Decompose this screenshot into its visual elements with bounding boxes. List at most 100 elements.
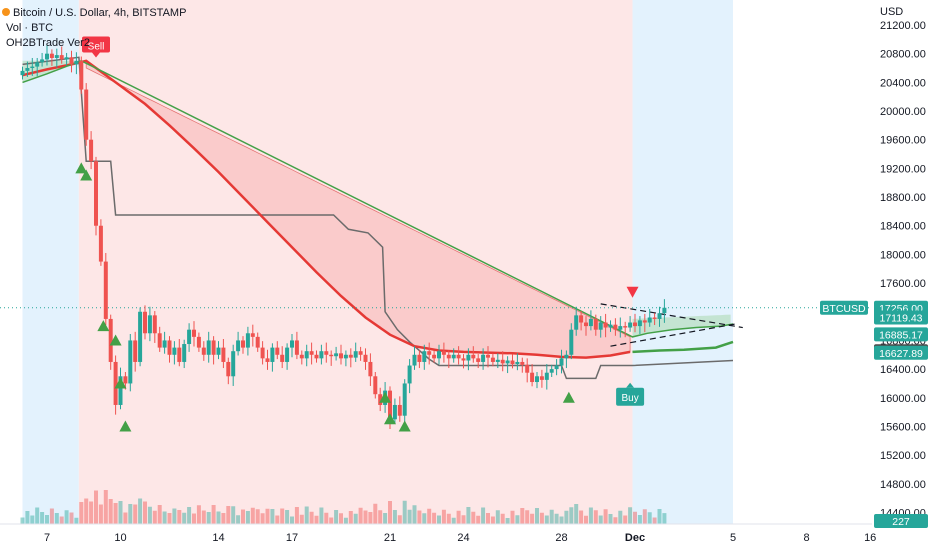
candle-body [211, 340, 216, 355]
price-tick-label: 17600.00 [880, 278, 926, 290]
bitcoin-icon [2, 8, 10, 16]
price-badge: 17119.43 [874, 310, 928, 325]
volume-bar [584, 515, 588, 524]
candle-body [69, 57, 74, 65]
volume-bar [280, 508, 285, 524]
volume-bar [407, 509, 412, 524]
time-tick-label: 24 [457, 532, 469, 544]
volume-bar [481, 507, 486, 524]
price-badge: 16885.17 [874, 327, 928, 342]
volume-bar [79, 502, 84, 524]
time-tick-label: 14 [212, 532, 224, 544]
volume-bar [569, 507, 574, 524]
candle-body [637, 320, 642, 327]
candle-body [329, 354, 334, 357]
volume-bar [623, 515, 628, 524]
candle-body [569, 329, 574, 355]
candle-body [618, 326, 623, 330]
candle-body [84, 89, 89, 140]
candle-body [25, 68, 30, 71]
volume-bar [437, 515, 441, 524]
price-badge-bg [874, 327, 928, 342]
candle-body [343, 354, 348, 359]
candle-body [510, 360, 515, 365]
price-tick-label: 15600.00 [880, 421, 926, 433]
candle-body [481, 354, 486, 362]
volume-bar [260, 513, 265, 524]
volume-bar [383, 513, 388, 524]
candle-body [422, 351, 427, 362]
volume-bar [89, 501, 94, 524]
candle-body [368, 361, 373, 377]
candle-body [461, 358, 466, 361]
candle-body [89, 139, 94, 162]
candle-body [554, 365, 559, 370]
volume-bar [187, 507, 192, 524]
volume-bar [363, 510, 368, 524]
volume-bar [20, 517, 25, 524]
volume-bar [618, 510, 623, 524]
zone-1 [78, 0, 633, 524]
volume-bar [123, 512, 128, 524]
volume-bar [535, 508, 539, 524]
candle-body [495, 359, 500, 362]
candle-body [437, 351, 441, 359]
candle-body [319, 351, 324, 359]
candle-body [441, 351, 446, 355]
candle-body [113, 361, 118, 405]
sell-signal: Sell [82, 36, 110, 58]
volume-bar [628, 507, 633, 524]
volume-bar [45, 515, 49, 524]
moving-average-red [22, 59, 631, 359]
candle-body [35, 62, 40, 67]
candle-body [628, 322, 633, 328]
indicator-lines-layer [0, 56, 872, 380]
candle-body [397, 404, 402, 416]
volume-bar [662, 513, 667, 524]
buy-arrow-marker [114, 377, 127, 389]
candle-body [593, 318, 598, 330]
candle-body [535, 376, 539, 383]
candle-body [49, 53, 54, 58]
buy-arrow-marker [80, 169, 93, 181]
price-tick-label: 21200.00 [880, 20, 926, 32]
signal-label: Sell [88, 42, 105, 53]
volume-bar [657, 509, 662, 524]
volume-bar [255, 509, 260, 524]
candle-body [402, 383, 407, 416]
candle-body [392, 404, 397, 420]
volume-bar [402, 500, 407, 524]
volume-bar [476, 515, 481, 524]
candle-body [486, 354, 490, 358]
candle-body [250, 333, 255, 337]
volume-bar [456, 510, 461, 524]
volume-bar [211, 505, 216, 524]
candle-body [236, 340, 241, 352]
volume-bar [549, 509, 554, 524]
candle-body [598, 322, 603, 330]
candle-body [388, 390, 392, 420]
volume-bar [35, 507, 40, 524]
candle-body [339, 353, 343, 359]
volume-bar [368, 512, 373, 524]
volume-bar [196, 505, 201, 524]
volume-bar [59, 516, 64, 524]
candle-body [294, 340, 299, 355]
candle-body [657, 313, 662, 319]
candle-body [559, 358, 564, 366]
volume-bar [593, 510, 598, 524]
candle-body [633, 322, 637, 327]
volume-bar [554, 513, 559, 524]
candle-body [103, 261, 108, 319]
volume-bar [98, 504, 103, 524]
volume-bar [206, 512, 211, 524]
price-badge: 227 [874, 514, 928, 528]
candle-body [427, 351, 432, 355]
zone-layer [22, 0, 733, 524]
volume-bar [495, 510, 500, 524]
candle-body [520, 361, 525, 365]
price-tick-label: 18000.00 [880, 249, 926, 261]
volume-layer [20, 490, 667, 524]
strategy-indicator-label: OH2BTrade Ver2 [6, 37, 90, 49]
